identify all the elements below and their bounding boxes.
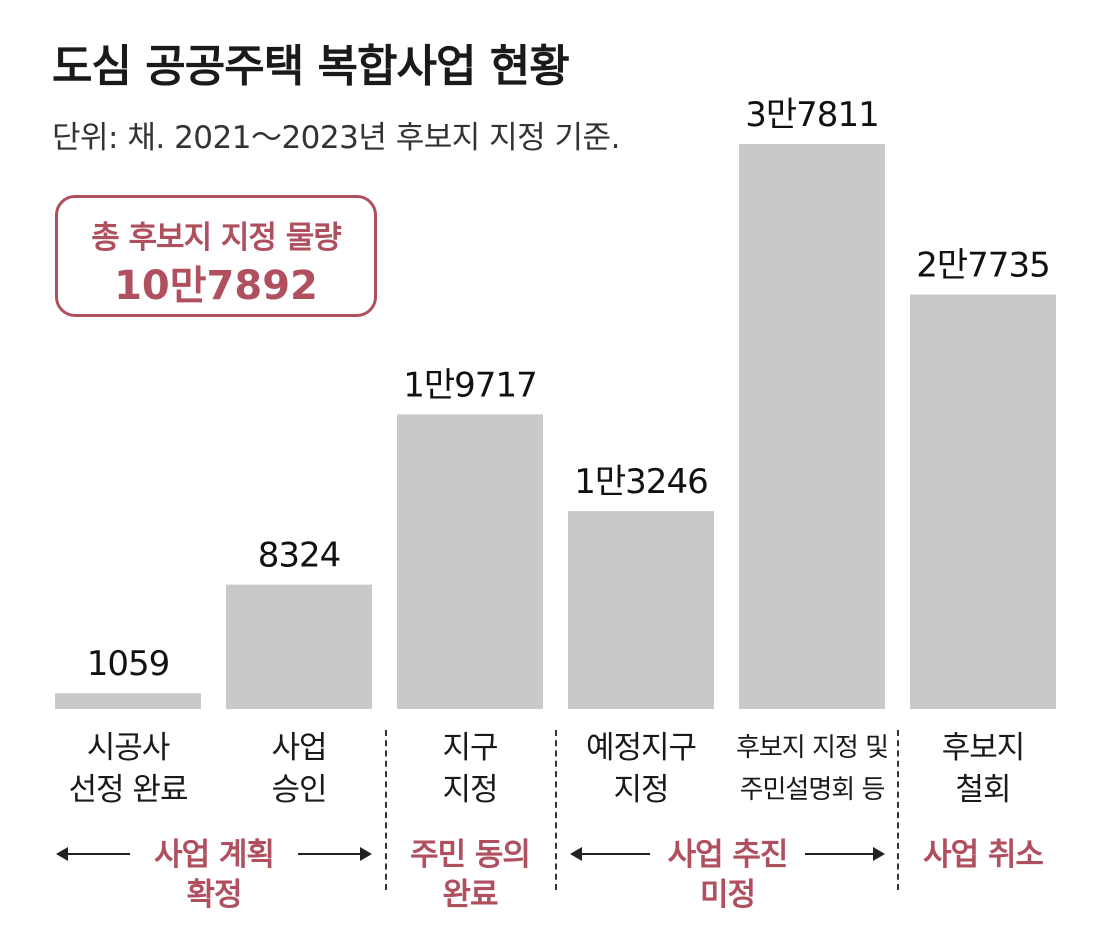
data-label: 1만9717 <box>403 365 536 405</box>
data-label: 1059 <box>87 644 170 684</box>
right-arrow-icon <box>805 847 885 861</box>
category-label: 후보지 철회 <box>941 730 1026 808</box>
left-arrow-icon <box>570 847 650 861</box>
stage-label: 주민 동의 완료 <box>410 837 531 913</box>
data-label: 8324 <box>258 536 341 576</box>
chart-subtitle: 단위: 채. 2021～2023년 후보지 지정 기준. <box>52 120 620 156</box>
bar <box>910 294 1056 709</box>
bar <box>568 511 714 709</box>
stage-label: 사업 추진 미정 <box>667 837 789 913</box>
stage-label: 사업 계획 확정 <box>154 837 275 913</box>
bar <box>739 144 885 709</box>
bar <box>55 693 201 709</box>
category-label: 예정지구 지정 <box>585 730 697 808</box>
total-value: 10만7892 <box>114 263 318 309</box>
chart-title: 도심 공공주택 복합사업 현황 <box>52 41 570 92</box>
right-arrow-icon <box>298 847 372 861</box>
data-label: 3만7811 <box>745 95 878 135</box>
stage-divider <box>385 730 387 890</box>
data-label: 2만7735 <box>916 246 1049 286</box>
total-label: 총 후보지 지정 물량 <box>91 220 342 256</box>
category-label: 사업 승인 <box>271 730 327 808</box>
bar <box>226 584 372 709</box>
stage-divider <box>555 730 557 890</box>
category-label: 후보지 지정 및 주민설명회 등 <box>735 733 889 805</box>
bar <box>397 414 543 709</box>
data-label: 1만3246 <box>574 462 707 502</box>
stage-label: 사업 취소 <box>923 837 1044 873</box>
category-label: 시공사 선정 완료 <box>68 730 189 808</box>
total-callout: 총 후보지 지정 물량 10만7892 <box>55 195 377 317</box>
left-arrow-icon <box>56 847 130 861</box>
stage-divider <box>897 730 899 890</box>
category-label: 지구 지정 <box>442 730 498 808</box>
